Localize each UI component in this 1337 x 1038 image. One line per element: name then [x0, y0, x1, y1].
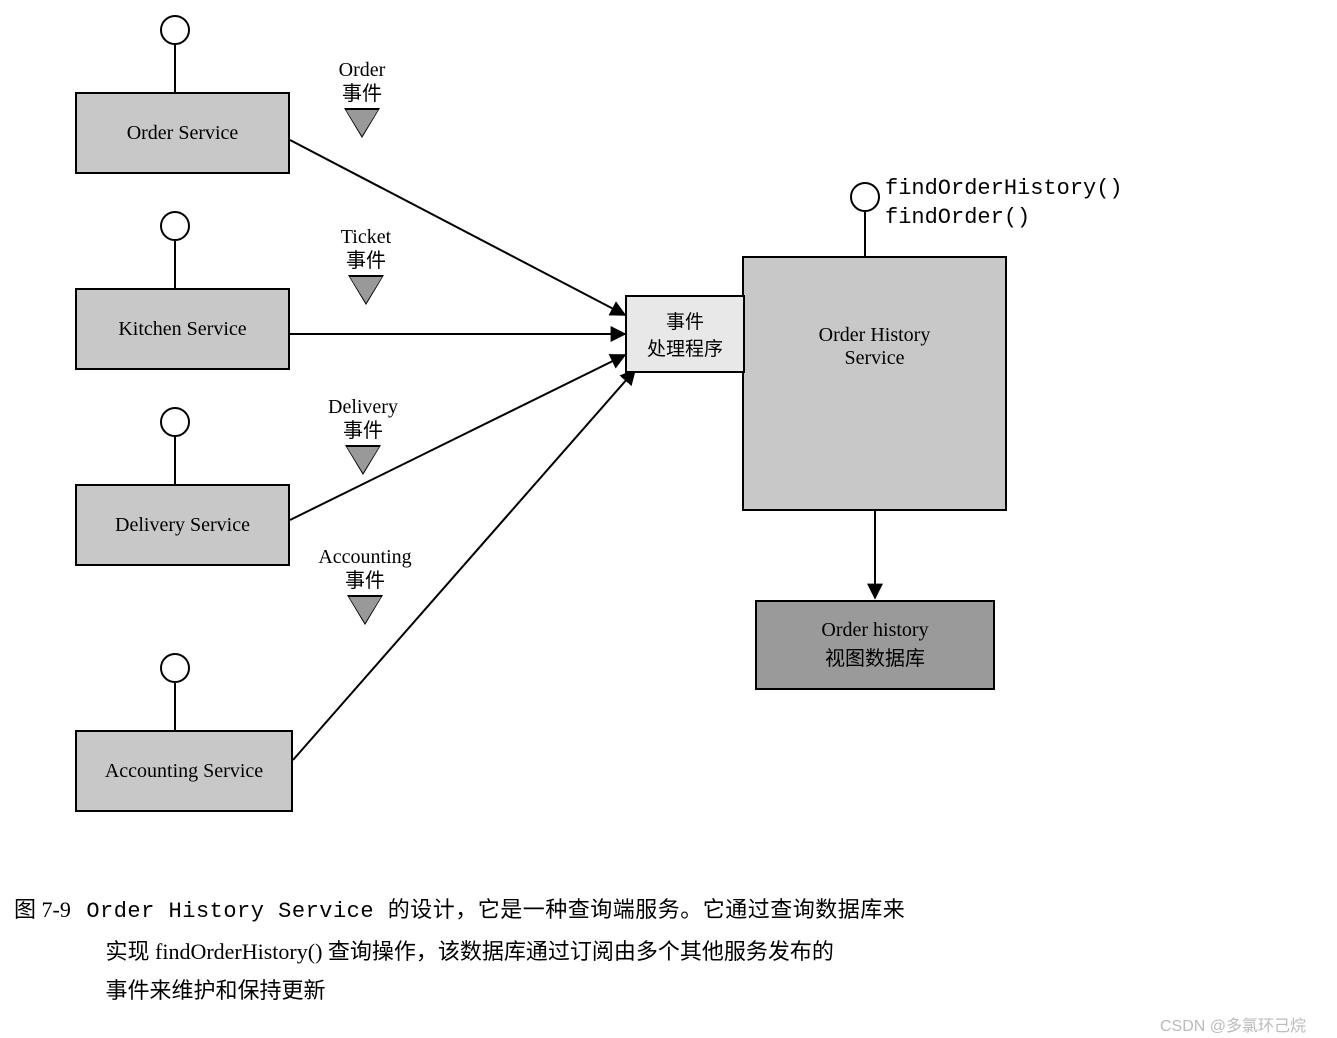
event-handler-node: 事件 处理程序	[625, 295, 745, 373]
event-handler-label2: 处理程序	[647, 334, 723, 361]
lollipop-accounting	[160, 653, 190, 683]
watermark-text: CSDN @多氯环己烷	[1160, 1012, 1306, 1036]
order-history-service-label2: Service	[845, 347, 905, 370]
order-history-db-node: Order history 视图数据库	[755, 600, 995, 690]
order-event-line1: Order	[312, 58, 412, 82]
kitchen-service-node: Kitchen Service	[75, 288, 290, 370]
delivery-event-line2: 事件	[308, 419, 418, 443]
triangle-icon	[349, 597, 381, 623]
lollipop-order	[160, 15, 190, 45]
figure-caption: 图 7-9 Order History Service 的设计，它是一种查询端服…	[14, 890, 1314, 1011]
order-history-db-label2: 视图数据库	[825, 642, 925, 671]
order-history-service-label1: Order History	[819, 324, 931, 347]
kitchen-service-label: Kitchen Service	[118, 318, 246, 341]
delivery-event-line1: Delivery	[308, 395, 418, 419]
lollipop-stick-kitchen	[174, 241, 176, 288]
lollipop-stick-history	[864, 212, 866, 256]
lollipop-kitchen	[160, 211, 190, 241]
accounting-event-line1: Accounting	[300, 545, 430, 569]
delivery-event-label: Delivery 事件	[308, 395, 418, 473]
caption-prefix: 图 7-9	[14, 897, 71, 922]
diagram-canvas: Order Service Kitchen Service Delivery S…	[0, 0, 1337, 1038]
order-history-db-label1: Order history	[821, 619, 928, 642]
order-event-line2: 事件	[312, 82, 412, 106]
order-event-label: Order 事件	[312, 58, 412, 136]
lollipop-delivery	[160, 407, 190, 437]
accounting-service-label: Accounting Service	[105, 760, 263, 783]
caption-line1: Order History Service 的设计，它是一种查询端服务。它通过查…	[86, 899, 905, 924]
api-methods-label: findOrderHistory() findOrder()	[885, 175, 1123, 232]
triangle-icon	[350, 277, 382, 303]
accounting-event-label: Accounting 事件	[300, 545, 430, 623]
lollipop-stick-delivery	[174, 437, 176, 484]
lollipop-stick-accounting	[174, 683, 176, 730]
caption-line3: 事件来维护和保持更新	[106, 978, 326, 1003]
order-service-node: Order Service	[75, 92, 290, 174]
lollipop-history	[850, 182, 880, 212]
triangle-icon	[347, 447, 379, 473]
lollipop-stick-order	[174, 45, 176, 92]
ticket-event-line2: 事件	[316, 249, 416, 273]
ticket-event-line1: Ticket	[316, 225, 416, 249]
triangle-icon	[346, 110, 378, 136]
ticket-event-label: Ticket 事件	[316, 225, 416, 303]
accounting-service-node: Accounting Service	[75, 730, 293, 812]
delivery-service-node: Delivery Service	[75, 484, 290, 566]
delivery-service-label: Delivery Service	[115, 514, 250, 537]
event-handler-label1: 事件	[666, 307, 704, 334]
caption-line2: 实现 findOrderHistory() 查询操作，该数据库通过订阅由多个其他…	[106, 939, 834, 964]
accounting-event-line2: 事件	[300, 569, 430, 593]
order-history-service-node: Order History Service	[742, 256, 1007, 511]
order-service-label: Order Service	[127, 122, 239, 145]
